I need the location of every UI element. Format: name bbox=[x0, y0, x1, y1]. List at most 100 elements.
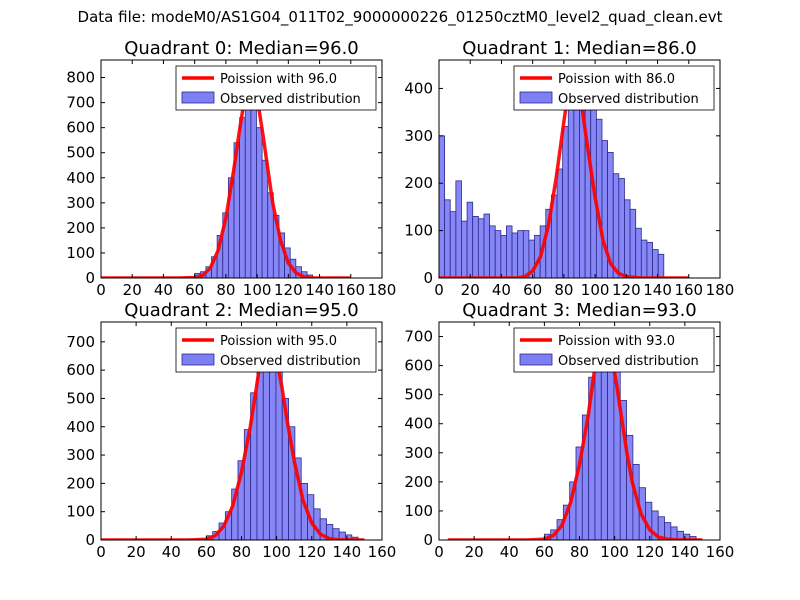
histogram-bar bbox=[455, 180, 462, 278]
y-tick-label: 600 bbox=[66, 119, 95, 137]
histogram-bar bbox=[651, 510, 659, 540]
histogram-bars bbox=[439, 66, 665, 278]
legend-hist-label: Observed distribution bbox=[558, 354, 699, 369]
histogram-bar bbox=[640, 239, 648, 278]
x-tick-label: 60 bbox=[185, 281, 204, 299]
histogram-bar bbox=[562, 125, 569, 278]
y-tick-label: 600 bbox=[66, 361, 95, 379]
histogram-bar bbox=[556, 168, 564, 278]
x-tick-label: 60 bbox=[197, 543, 216, 561]
legend-hist-label: Observed distribution bbox=[220, 92, 361, 107]
histogram-bar bbox=[551, 194, 558, 278]
x-tick-label: 140 bbox=[333, 543, 362, 561]
histogram-bar bbox=[584, 66, 592, 278]
histogram-bar bbox=[261, 159, 269, 278]
histogram-bar bbox=[562, 504, 571, 540]
histogram-bar bbox=[267, 192, 274, 278]
x-tick-label: 160 bbox=[336, 281, 365, 299]
legend-line-label: Poission with 95.0 bbox=[220, 334, 337, 349]
histogram-bar bbox=[579, 97, 586, 278]
y-tick-label: 800 bbox=[66, 69, 95, 87]
histogram-bar bbox=[556, 519, 564, 540]
x-tick-label: 120 bbox=[635, 543, 664, 561]
histogram-bar bbox=[545, 208, 552, 278]
histogram-bar bbox=[624, 199, 631, 278]
histogram-bar bbox=[594, 347, 602, 540]
histogram-bar bbox=[607, 152, 614, 278]
y-tick-label: 100 bbox=[66, 503, 95, 521]
histogram-bar bbox=[239, 117, 246, 278]
histogram-bar bbox=[646, 242, 653, 278]
legend-hist-swatch bbox=[181, 353, 215, 366]
poisson-line bbox=[439, 74, 689, 278]
histogram-bar bbox=[657, 516, 665, 540]
histogram-bar bbox=[256, 358, 264, 540]
x-tick-label: 0 bbox=[434, 543, 444, 561]
y-tick-label: 300 bbox=[66, 194, 95, 212]
y-tick-label: 200 bbox=[404, 174, 433, 192]
histogram-bar bbox=[652, 249, 659, 278]
histogram-bar bbox=[278, 232, 285, 278]
y-tick-label: 400 bbox=[66, 418, 95, 436]
x-tick-label: 140 bbox=[643, 281, 672, 299]
histogram-bar bbox=[629, 208, 637, 278]
histogram-bar bbox=[534, 234, 541, 278]
histogram-bar bbox=[466, 201, 474, 278]
histogram-bar bbox=[461, 220, 468, 278]
histogram-bar bbox=[205, 535, 214, 540]
x-tick-label: 160 bbox=[706, 543, 735, 561]
histogram-bar bbox=[569, 481, 577, 540]
histogram-bar bbox=[256, 127, 263, 278]
histogram-bar bbox=[216, 235, 224, 278]
axes-frame bbox=[438, 321, 721, 541]
x-tick-label: 40 bbox=[492, 281, 511, 299]
histogram-bar bbox=[194, 273, 201, 278]
histogram-bar bbox=[338, 531, 346, 540]
legend-hist-label: Observed distribution bbox=[558, 92, 699, 107]
legend-box bbox=[175, 65, 377, 111]
histogram-bar bbox=[326, 524, 334, 540]
panel-title: Quadrant 1: Median=86.0 bbox=[462, 38, 697, 59]
x-tick-label: 100 bbox=[600, 543, 629, 561]
y-tick-label: 400 bbox=[404, 79, 433, 97]
histogram-bar bbox=[250, 392, 258, 540]
histogram-bar bbox=[635, 227, 642, 278]
histogram-bar bbox=[567, 92, 575, 278]
histogram-bar bbox=[483, 213, 490, 278]
legend-box bbox=[175, 327, 377, 373]
histogram-bar bbox=[284, 247, 291, 278]
y-tick-label: 400 bbox=[404, 415, 433, 433]
x-tick-label: 120 bbox=[612, 281, 641, 299]
y-tick-label: 500 bbox=[404, 386, 433, 404]
histogram-bar bbox=[511, 232, 519, 278]
histogram-bar bbox=[638, 487, 646, 540]
axes-frame bbox=[100, 321, 383, 541]
histogram-bar bbox=[477, 218, 485, 278]
y-tick-label: 0 bbox=[85, 531, 95, 549]
histogram-bar bbox=[288, 426, 296, 540]
histogram-bar bbox=[313, 508, 321, 540]
histogram-bar bbox=[218, 522, 226, 540]
histogram-bar bbox=[306, 274, 314, 278]
histogram-bar bbox=[581, 414, 590, 540]
figure-suptitle: Data file: modeM0/AS1G04_011T02_90000002… bbox=[77, 8, 723, 26]
legend-line-label: Poission with 93.0 bbox=[558, 334, 675, 349]
y-tick-label: 100 bbox=[404, 222, 433, 240]
histogram-bar bbox=[332, 528, 340, 540]
histogram-bar bbox=[522, 230, 530, 278]
axes-frame bbox=[438, 59, 721, 279]
y-tick-label: 0 bbox=[423, 531, 433, 549]
histogram-bar bbox=[275, 364, 283, 540]
x-tick-label: 100 bbox=[262, 543, 291, 561]
histogram-bar bbox=[595, 118, 603, 278]
x-tick-label: 160 bbox=[674, 281, 703, 299]
histogram-bar bbox=[543, 533, 552, 540]
y-tick-label: 100 bbox=[404, 502, 433, 520]
x-tick-label: 100 bbox=[581, 281, 610, 299]
histogram-bar bbox=[588, 376, 596, 540]
legend-line-label: Poission with 86.0 bbox=[558, 72, 675, 87]
histogram-bar bbox=[351, 536, 359, 540]
x-tick-label: 80 bbox=[232, 543, 251, 561]
